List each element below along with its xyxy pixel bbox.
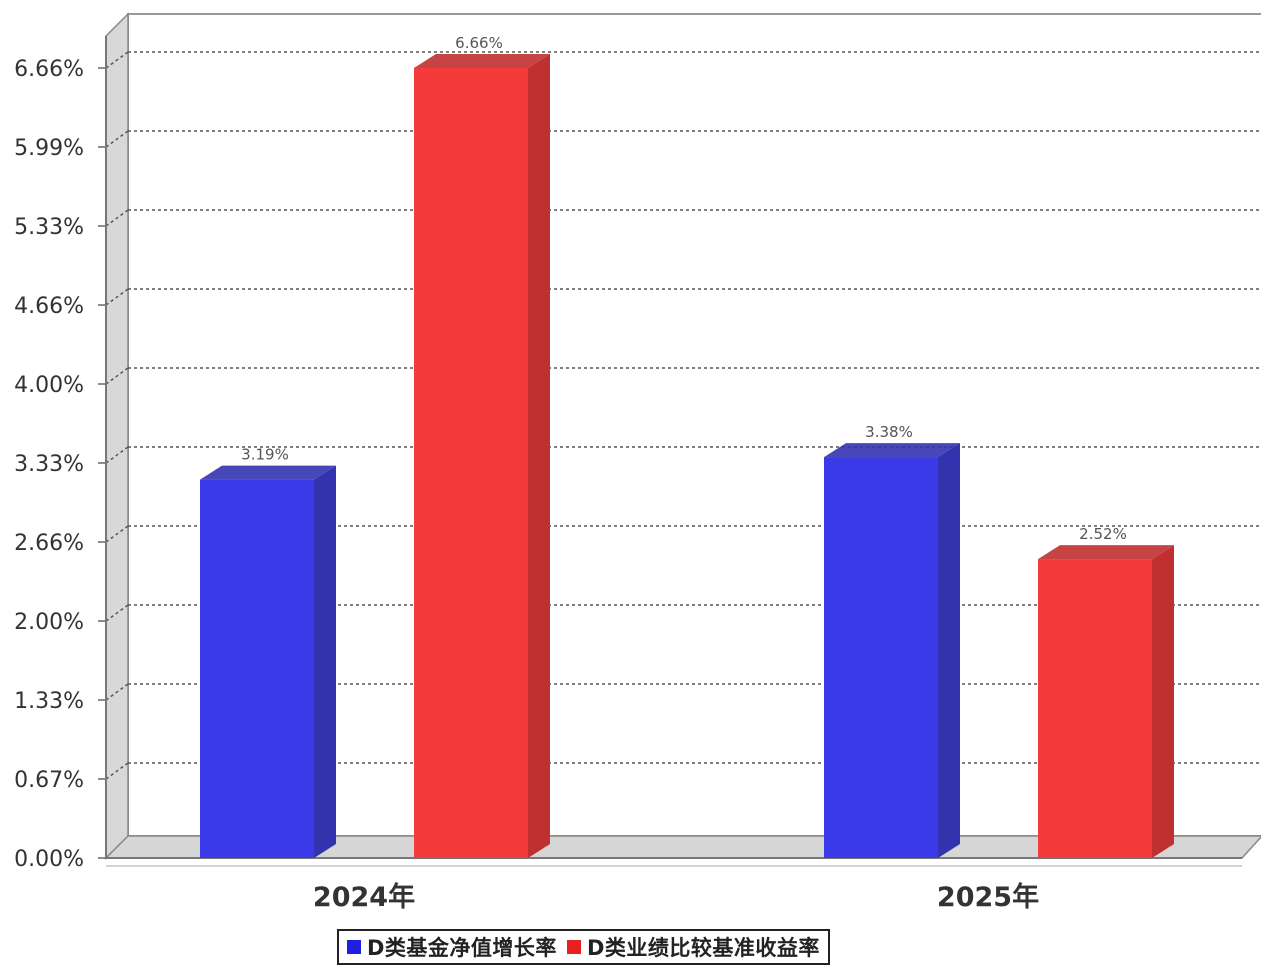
grid-line-side: [105, 525, 129, 543]
grid-line-side: [105, 51, 129, 69]
bar-series-1-2-top: [824, 443, 960, 458]
y-tick-label: 3.33%: [14, 452, 84, 477]
y-tick-label: 0.67%: [14, 768, 84, 793]
bar-series-2-1-top: [414, 54, 550, 68]
y-tick-label: 1.33%: [14, 689, 84, 714]
grid-line-side: [105, 683, 129, 701]
bar-series-2-2-top: [1038, 545, 1174, 560]
bar-series-1-1: [200, 479, 314, 858]
legend-item-series-2: D类业绩比较基准收益率: [566, 932, 820, 962]
bar-series-2-1: [414, 68, 528, 858]
bar-series-2-1-side: [528, 54, 550, 858]
legend-label-series-2: D类业绩比较基准收益率: [586, 936, 820, 960]
grid-line-side: [105, 288, 129, 306]
bar-series-1-1-side: [314, 465, 336, 858]
chart-legend: D类基金净值增长率 D类业绩比较基准收益率: [337, 929, 830, 965]
legend-label-series-1: D类基金净值增长率: [367, 936, 557, 960]
grid-line-side: [105, 209, 129, 227]
left-wall: [105, 12, 129, 860]
legend-swatch-series-2: [566, 940, 581, 954]
data-label-series-2-1: 6.66%: [455, 34, 503, 52]
bar-series-1-2-side: [938, 443, 960, 858]
data-label-series-2-2: 2.52%: [1079, 525, 1127, 543]
y-tick-label: 4.00%: [14, 373, 84, 398]
legend-item-series-1: D类基金净值增长率: [347, 932, 557, 962]
grid-line-side: [105, 130, 129, 148]
y-tick-label: 2.00%: [14, 610, 84, 635]
grid-line-side: [105, 446, 129, 464]
y-tick-label: 5.33%: [14, 215, 84, 240]
legend-swatch-series-1: [347, 940, 361, 954]
bar-series-2-2-side: [1152, 545, 1174, 858]
x-tick-label-1: 2024年: [313, 881, 415, 913]
y-tick-label: 2.66%: [14, 531, 84, 556]
x-tick-label-2: 2025年: [937, 881, 1039, 913]
data-label-series-1-1: 3.19%: [241, 446, 289, 464]
data-label-series-1-2: 3.38%: [865, 423, 913, 441]
bar-series-1-2: [824, 457, 938, 858]
y-tick-label: 0.00%: [14, 847, 84, 872]
grid-line-side: [105, 367, 129, 385]
grid-line-side: [105, 604, 129, 622]
y-tick-label: 5.99%: [14, 136, 84, 161]
bar-series-1-1-top: [200, 465, 336, 480]
y-tick-label: 4.66%: [14, 294, 84, 319]
grid-line-side: [105, 762, 129, 780]
y-tick-label: 6.66%: [14, 57, 84, 82]
bar-series-2-2: [1038, 559, 1152, 858]
